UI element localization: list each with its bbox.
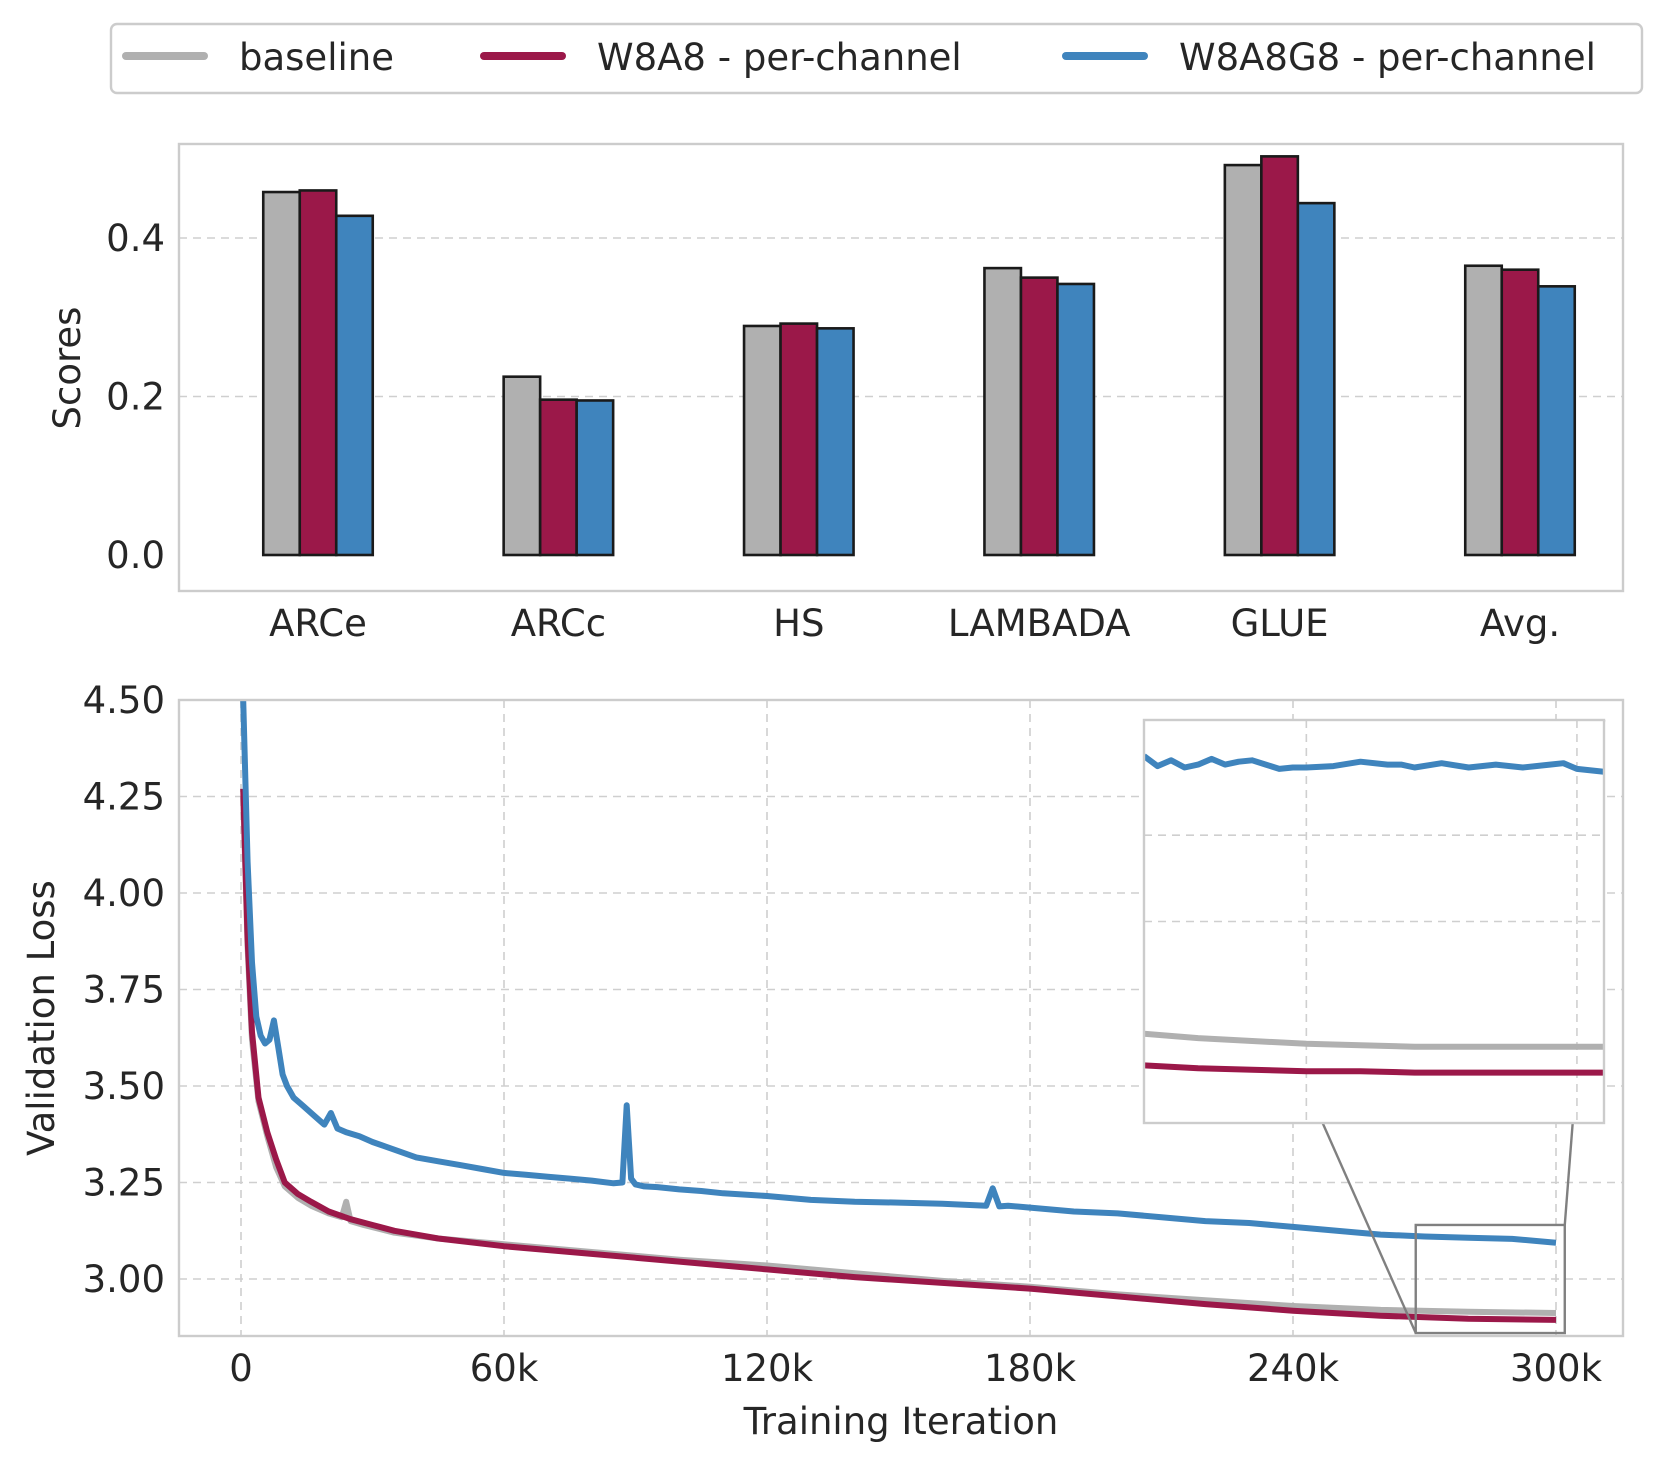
line-series-w8a8-per-channel (240, 788, 1557, 1323)
line-x-tick-label: 240k (1247, 1347, 1340, 1390)
line-y-tick-label: 4.25 (83, 776, 165, 819)
legend-frame (109, 22, 1644, 95)
bar-x-tick-label: HS (773, 602, 824, 645)
bar-hs-w8a8g8-per-channel (815, 327, 855, 557)
bar-arce-baseline (261, 190, 302, 557)
line-chart-y-label: Validation Loss (20, 880, 63, 1156)
line-chart: 3.00 3.25 3.50 3.75 4.00 4.25 4.50 0 60k 120k 180… (20, 679, 1625, 1443)
line-chart-frame (177, 698, 1625, 1338)
zoom-box (1414, 1223, 1566, 1335)
bar-y-tick-label: 0.2 (106, 376, 165, 419)
line-x-tick-label: 180k (984, 1347, 1077, 1390)
line-y-tick-label: 3.25 (83, 1162, 165, 1205)
line-y-tick-label: 3.75 (83, 969, 165, 1012)
line-x-tick-label: 0 (229, 1347, 253, 1390)
line-x-tick-label: 300k (1510, 1347, 1603, 1390)
bar-x-tick-label: ARCc (511, 602, 606, 645)
bar-lambada-baseline (983, 266, 1023, 557)
line-y-tick-label: 4.50 (83, 679, 165, 722)
inset-zoom (1142, 718, 1606, 1125)
line-chart-x-label: Training Iteration (743, 1400, 1059, 1443)
bar-x-tick-label: LAMBADA (948, 602, 1131, 645)
line-chart-lines (240, 700, 1557, 1323)
legend-label-w8a8: W8A8 - per-channel (597, 36, 962, 79)
bar-chart-y-label: Scores (46, 307, 89, 430)
bar-hs-w8a8-per-channel (779, 322, 819, 557)
bar-arcc-w8a8g8-per-channel (575, 399, 615, 557)
bar-chart-x-ticks: ARCe ARCc HS LAMBADA GLUE Avg. (269, 602, 1560, 645)
line-y-tick-label: 3.00 (83, 1258, 165, 1301)
legend-label-w8a8g8: W8A8G8 - per-channel (1179, 36, 1596, 79)
bar-lambada-w8a8g8-per-channel (1056, 282, 1096, 557)
bar-chart-frame (177, 142, 1625, 593)
bar-avg-w8a8g8-per-channel (1536, 285, 1577, 557)
line-chart-x-ticks: 0 60k 120k 180k 240k 300k (229, 1347, 1602, 1390)
inset-grid (1144, 720, 1604, 1123)
line-y-tick-label: 3.50 (83, 1065, 165, 1108)
bar-lambada-w8a8-per-channel (1019, 276, 1059, 557)
bar-avg-baseline (1463, 264, 1504, 557)
legend: baseline W8A8 - per-channel W8A8G8 - per… (109, 22, 1644, 95)
bar-chart-grid (179, 237, 1623, 398)
line-chart-y-ticks: 3.00 3.25 3.50 3.75 4.00 4.25 4.50 (83, 679, 165, 1301)
inset-series-baseline (1144, 1030, 1604, 1050)
bar-x-tick-label: Avg. (1480, 602, 1560, 645)
line-x-tick-label: 60k (470, 1347, 539, 1390)
bar-chart-y-ticks: 0.0 0.2 0.4 (106, 217, 165, 577)
bar-glue-w8a8-per-channel (1260, 155, 1300, 557)
line-y-tick-label: 4.00 (83, 872, 165, 915)
bar-glue-baseline (1223, 163, 1263, 557)
bar-x-tick-label: GLUE (1231, 602, 1329, 645)
inset-series-w8a8g8-per-channel (1144, 753, 1604, 775)
bar-avg-w8a8-per-channel (1500, 268, 1540, 557)
bar-hs-baseline (742, 324, 782, 557)
bar-x-tick-label: ARCe (269, 602, 367, 645)
bar-y-tick-label: 0.4 (106, 217, 165, 260)
bar-chart-bars (261, 155, 1577, 557)
bar-arcc-baseline (502, 375, 542, 557)
line-series-w8a8g8-per-channel (240, 700, 1557, 1246)
inset-frame (1142, 718, 1606, 1125)
line-x-tick-label: 120k (721, 1347, 814, 1390)
bar-arce-w8a8g8-per-channel (334, 214, 375, 557)
bar-y-tick-label: 0.0 (106, 534, 165, 577)
bar-arcc-w8a8-per-channel (538, 398, 578, 557)
bar-arce-w8a8-per-channel (298, 189, 338, 557)
inset-lines (1144, 753, 1604, 1076)
legend-label-baseline: baseline (239, 36, 394, 79)
inset-series-w8a8-per-channel (1144, 1062, 1604, 1076)
bar-glue-w8a8g8-per-channel (1296, 201, 1336, 557)
bar-chart: 0.0 0.2 0.4 ARCe ARCc HS LAMBADA GLUE Avg. Scor… (46, 142, 1625, 645)
